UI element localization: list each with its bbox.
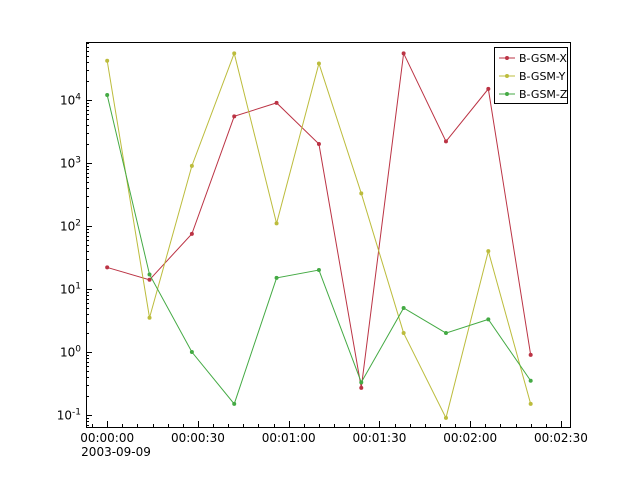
data-point <box>105 265 110 270</box>
data-point <box>232 51 237 56</box>
data-point <box>486 317 491 322</box>
data-point <box>443 139 448 144</box>
data-point <box>232 401 237 406</box>
data-point <box>189 163 194 168</box>
series-B-GSM-X <box>105 51 533 390</box>
y-tick-label: 10-1 <box>57 408 81 423</box>
data-point <box>401 305 406 310</box>
data-point <box>528 378 533 383</box>
data-point <box>189 350 194 355</box>
x-tick-label: 00:00:30 <box>171 431 225 445</box>
data-point <box>274 221 279 226</box>
data-point <box>316 142 321 147</box>
data-point <box>359 385 364 390</box>
legend-label: B-GSM-X <box>519 52 567 65</box>
plot-area <box>86 42 571 428</box>
y-axis <box>86 43 92 426</box>
data-point <box>359 380 364 385</box>
legend: B-GSM-X B-GSM-Y B-GSM-Z <box>494 47 568 104</box>
series-B-GSM-Y <box>105 51 533 420</box>
legend-marker <box>505 74 509 78</box>
data-point <box>528 352 533 357</box>
data-point <box>401 331 406 336</box>
data-point <box>443 331 448 336</box>
legend-item-B-GSM-Z: B-GSM-Z <box>499 88 568 101</box>
data-point <box>105 58 110 63</box>
data-point <box>486 249 491 254</box>
y-tick-label: 100 <box>60 345 81 360</box>
data-point <box>274 100 279 105</box>
x-tick-label: 00:00:00 <box>80 431 134 445</box>
legend-marker <box>505 56 509 60</box>
x-axis <box>92 421 562 427</box>
data-point <box>401 51 406 56</box>
data-point <box>316 61 321 66</box>
data-point <box>528 401 533 406</box>
y-axis-labels: 10-1 100 101 102 103 104 <box>57 93 82 423</box>
data-point <box>274 275 279 280</box>
data-point <box>443 415 448 420</box>
legend-item-B-GSM-Y: B-GSM-Y <box>499 70 566 83</box>
x-axis-date-label: 2003-09-09 <box>81 445 151 459</box>
y-tick-label: 102 <box>60 219 81 234</box>
data-point <box>359 191 364 196</box>
y-tick-label: 104 <box>60 93 81 108</box>
x-tick-label: 00:01:00 <box>262 431 316 445</box>
data-point <box>232 114 237 119</box>
data-point <box>147 277 152 282</box>
data-point <box>105 92 110 97</box>
y-tick-label: 101 <box>60 282 81 297</box>
x-tick-label: 00:02:30 <box>534 431 588 445</box>
data-point <box>316 268 321 273</box>
legend-marker <box>505 92 509 96</box>
data-point <box>189 231 194 236</box>
x-tick-label: 00:02:00 <box>443 431 497 445</box>
legend-label: B-GSM-Y <box>519 70 566 83</box>
data-point <box>486 86 491 91</box>
legend-item-B-GSM-X: B-GSM-X <box>499 52 567 65</box>
series-B-GSM-Z <box>105 92 533 406</box>
data-point <box>147 272 152 277</box>
data-point <box>147 315 152 320</box>
x-tick-label: 00:01:30 <box>352 431 406 445</box>
x-axis-labels: 00:00:00 00:00:30 00:01:00 00:01:30 00:02:00… <box>80 431 588 459</box>
y-tick-label: 103 <box>60 156 81 171</box>
legend-label: B-GSM-Z <box>519 88 568 101</box>
